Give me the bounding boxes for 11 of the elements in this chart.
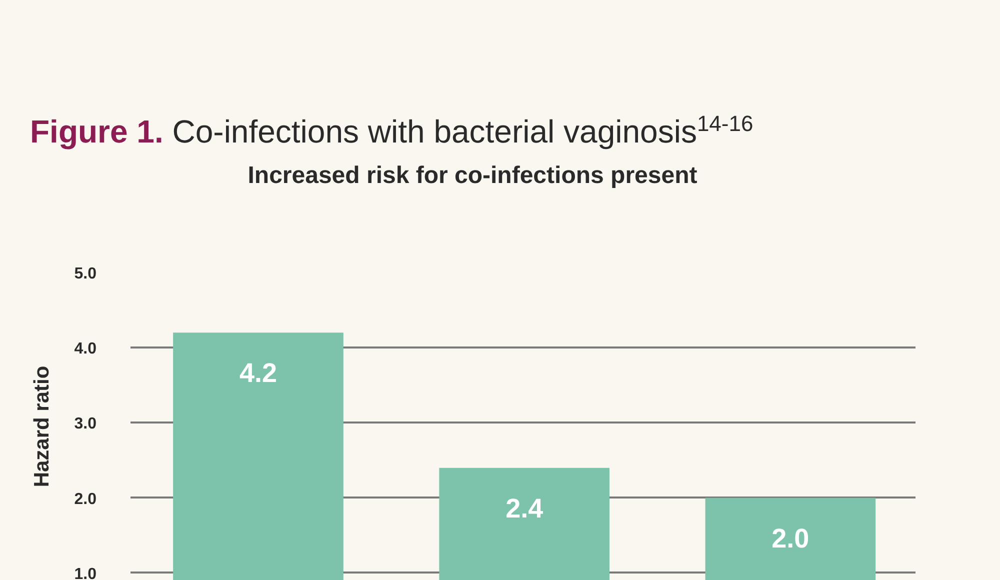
y-tick-label: 2.0 xyxy=(74,490,97,508)
data-label: 4.2 xyxy=(239,358,278,388)
chart-subtitle: Increased risk for co-infections present xyxy=(246,162,698,190)
chart-title: Figure 1. Co-infections with bacterial vaginosis$^{14-16}$ xyxy=(29,110,754,150)
y-tick-label: 3.0 xyxy=(74,416,97,433)
y-tick-label: 1.0 xyxy=(74,566,97,580)
y-tick-label: 5.0 xyxy=(74,266,97,282)
data-label: 2.0 xyxy=(772,523,810,554)
y-tick-label: 4.0 xyxy=(74,340,97,358)
data-label: 2.4 xyxy=(506,493,544,524)
y-axis-title: Hazard ratio xyxy=(30,366,54,488)
